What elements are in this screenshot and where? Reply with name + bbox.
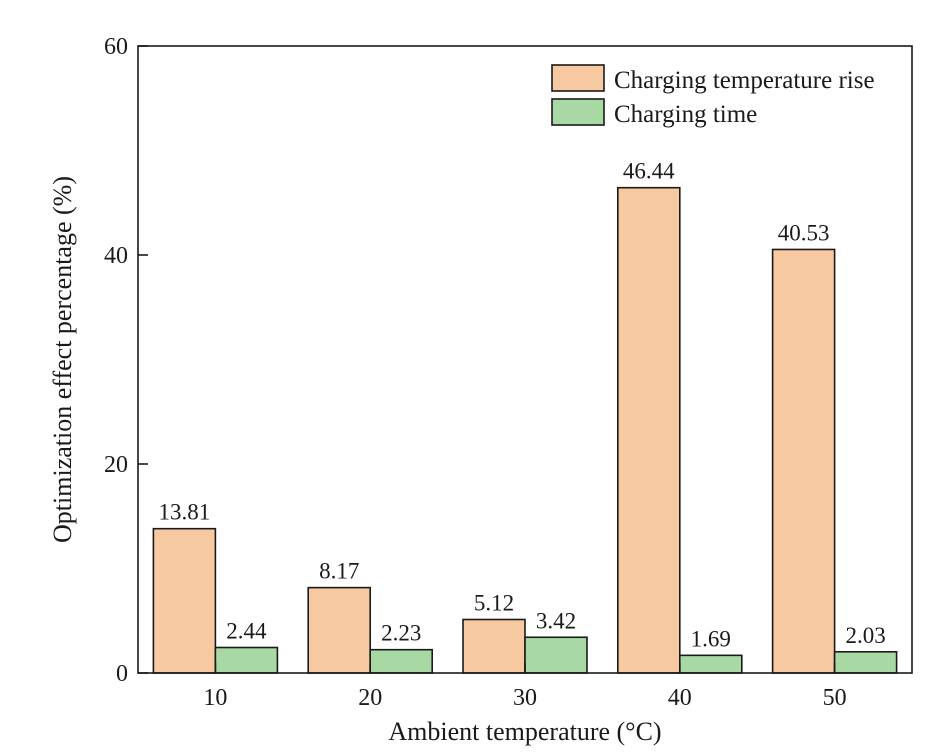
bar-charging-time-10 (214, 646, 279, 674)
bar-charging-time-30 (524, 636, 588, 674)
data-label: 46.44 (623, 159, 675, 184)
data-label: 8.17 (319, 559, 359, 584)
legend: Charging temperature rise Charging time (551, 64, 875, 128)
y-tick-label: 40 (104, 243, 128, 269)
x-tick-label: 40 (668, 685, 692, 711)
data-label: 5.12 (474, 590, 514, 615)
bar-charging-time-40 (678, 654, 743, 674)
y-tick-label: 0 (116, 661, 128, 687)
data-label: 1.69 (691, 626, 731, 651)
legend-swatch-temperature-rise (551, 64, 605, 92)
x-tick-label: 10 (203, 685, 227, 711)
y-axis: 0 20 40 60 (104, 34, 148, 687)
data-label: 13.81 (159, 500, 211, 525)
y-tick-label: 60 (104, 34, 128, 60)
bar-temperature-rise-20 (307, 586, 372, 674)
bar-charging-time-20 (369, 648, 434, 674)
bar-temperature-rise-30 (462, 618, 526, 674)
x-tick-label: 50 (823, 685, 847, 711)
bars-layer (152, 186, 898, 674)
bar-charging-time-50 (833, 650, 898, 674)
data-label: 2.44 (226, 619, 267, 644)
y-axis-label: Optimization effect percentage (%) (48, 176, 77, 543)
data-label: 2.23 (381, 621, 421, 646)
x-tick-label: 20 (358, 685, 382, 711)
legend-swatch-charging-time (551, 98, 605, 126)
x-axis: 10 20 30 40 50 (203, 663, 847, 711)
data-labels-layer: 13.81 2.44 8.17 2.23 5.12 3.42 46.44 1.69 40.53 2… (159, 159, 886, 652)
legend-label: Charging time (614, 101, 757, 128)
bar-temperature-rise-40 (616, 186, 681, 674)
bar-temperature-rise-10 (152, 527, 217, 674)
x-tick-label: 30 (513, 685, 537, 711)
y-tick-label: 20 (104, 452, 128, 478)
legend-label: Charging temperature rise (614, 67, 875, 94)
data-label: 3.42 (536, 608, 576, 633)
bar-temperature-rise-50 (771, 248, 836, 674)
data-label: 40.53 (778, 220, 830, 245)
data-label: 2.03 (845, 623, 885, 648)
x-axis-label: Ambient temperature (°C) (388, 717, 661, 746)
